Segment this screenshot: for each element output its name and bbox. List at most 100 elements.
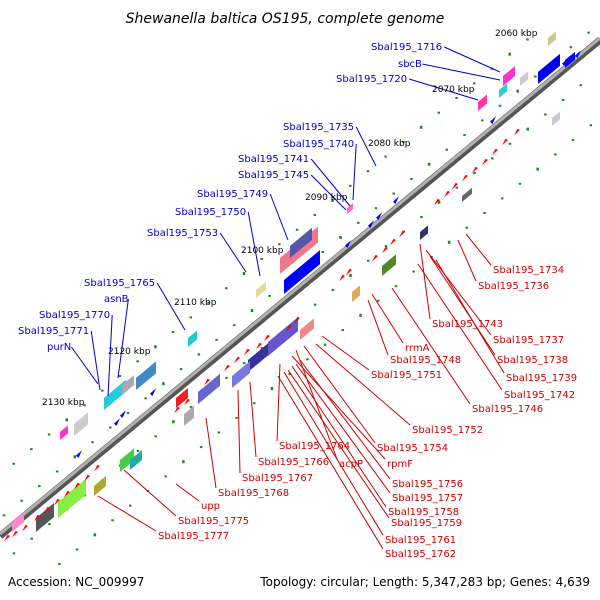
gene-label: Sbal195_1768 — [218, 488, 289, 499]
leader-line — [90, 330, 101, 391]
tick-lower-inner — [561, 98, 565, 101]
tick-upper-outer — [12, 462, 15, 465]
leader-line — [352, 143, 357, 201]
gene-label: Sbal195_1742 — [504, 390, 575, 401]
reverse-gene-arrow — [452, 182, 458, 190]
leader-line — [419, 243, 431, 320]
leader-line — [107, 314, 113, 397]
gene-label: Sbal195_1770 — [39, 310, 110, 321]
backbone-shadow — [0, 37, 600, 539]
gene-label: Sbal195_1753 — [147, 228, 218, 239]
tick-upper-inner — [445, 148, 449, 151]
reverse-gene-block — [420, 225, 428, 240]
tick-upper-outer — [65, 418, 69, 422]
tick-upper-outer — [171, 331, 175, 334]
reverse-gene-arrow — [390, 238, 396, 246]
reverse-gene-arrow — [372, 254, 378, 262]
reverse-gene-block — [198, 373, 220, 404]
reverse-gene-arrow — [94, 464, 100, 472]
gene-label: Sbal195_1759 — [391, 518, 462, 529]
gene-label: rrmA — [405, 343, 430, 354]
reverse-gene-arrow — [22, 524, 28, 532]
tick-upper-outer — [154, 345, 157, 349]
tick-upper-outer — [101, 389, 104, 392]
tick-lower-outer — [306, 358, 309, 361]
tick-upper-outer — [366, 170, 370, 173]
reverse-gene-block — [462, 187, 472, 202]
genome-backbone — [0, 36, 600, 539]
forward-gene-arrow — [114, 418, 120, 426]
leader-line — [295, 363, 391, 494]
forward-gene-block — [284, 250, 320, 294]
reverse-gene-arrow — [184, 398, 190, 406]
gene-label: asnB — [104, 294, 129, 305]
tick-upper-inner — [109, 426, 112, 429]
forward-gene-arrow — [76, 450, 82, 458]
tick-upper-outer — [526, 38, 529, 41]
tick-upper-inner — [20, 499, 23, 502]
leader-line — [175, 483, 200, 502]
tick-lower-outer — [199, 446, 203, 449]
tick-lower-outer — [323, 343, 327, 346]
gene-label: purN — [47, 342, 71, 353]
reverse-gene-arrow — [44, 506, 50, 514]
gene-label: rpmF — [387, 459, 413, 470]
gene-label: Sbal195_1740 — [283, 139, 354, 150]
leader-line — [117, 298, 129, 379]
tick-lower-inner — [30, 537, 33, 540]
gene-label: Sbal195_1743 — [432, 319, 503, 330]
tick-upper-outer — [295, 228, 299, 231]
reverse-gene-arrow — [382, 246, 388, 254]
reverse-gene-arrow — [502, 138, 508, 146]
gene-label: Sbal195_1754 — [377, 443, 448, 454]
tick-lower-outer — [75, 548, 79, 551]
tick-lower-inner — [508, 142, 512, 145]
tick-upper-inner — [162, 382, 165, 386]
tick-lower-outer — [571, 138, 575, 141]
tick-upper-outer — [30, 448, 33, 451]
leader-line — [443, 46, 501, 73]
leader-line — [283, 371, 384, 536]
tick-lower-outer — [217, 431, 221, 434]
gene-label: sbcB — [398, 59, 422, 70]
leader-line — [321, 335, 370, 371]
leader-line — [367, 299, 389, 356]
tick-upper-inner — [516, 89, 519, 93]
tick-upper-inner — [339, 235, 342, 239]
gene-label: Sbal195_1767 — [242, 473, 313, 484]
tick-upper-outer — [278, 243, 281, 246]
tick-lower-inner — [172, 420, 175, 424]
leader-line — [303, 345, 376, 444]
forward-gene-block — [136, 361, 156, 390]
tick-lower-outer — [288, 372, 291, 375]
tick-upper-inner — [392, 192, 395, 195]
reverse-gene-arrow — [264, 334, 270, 342]
tick-lower-outer — [501, 197, 504, 200]
gene-label: Sbal195_1748 — [390, 355, 461, 366]
gene-label: Sbal195_1739 — [506, 373, 577, 384]
leader-line — [205, 417, 217, 489]
tick-lower-outer — [359, 313, 362, 317]
tick-upper-inner — [427, 162, 431, 166]
gene-label: Sbal195_1750 — [175, 207, 246, 218]
tick-lower-outer — [341, 329, 345, 332]
leader-line — [429, 255, 496, 356]
tick-lower-inner — [367, 259, 370, 262]
leader-line — [291, 355, 386, 460]
reverse-gene-block — [94, 476, 106, 496]
tick-upper-inner — [126, 411, 130, 414]
gene-label: Sbal195_1775 — [178, 516, 249, 527]
tick-lower-outer — [447, 240, 451, 244]
kbp-label: 2080 kbp — [368, 139, 411, 149]
forward-gene-block — [499, 83, 507, 98]
reverse-gene-block — [268, 317, 298, 356]
tick-lower-outer — [536, 167, 539, 171]
tick-upper-inner — [38, 485, 41, 488]
gene-label: Sbal195_1736 — [478, 281, 549, 292]
tick-upper-outer — [118, 374, 122, 377]
tick-upper-inner — [250, 309, 254, 313]
tick-lower-outer — [270, 387, 274, 391]
kbp-label: 2110 kbp — [174, 298, 217, 308]
leader-line — [219, 232, 247, 273]
